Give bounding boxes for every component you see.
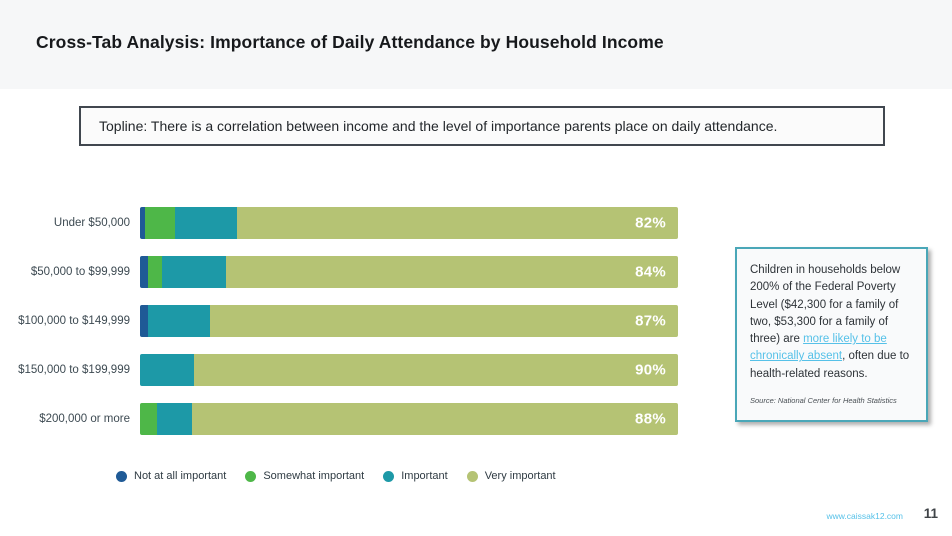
stacked-bar: 90%: [140, 354, 678, 386]
page-title: Cross-Tab Analysis: Importance of Daily …: [36, 32, 664, 52]
segment-important: [140, 354, 194, 386]
legend-item-important: Important: [383, 470, 448, 482]
category-label: $100,000 to $149,999: [18, 315, 130, 327]
legend-item-not-at-all-important: Not at all important: [116, 470, 226, 482]
segment-important: [148, 305, 210, 337]
segment-not-at-all-important: [140, 305, 149, 337]
footer-website-link[interactable]: www.caissak12.com: [826, 511, 903, 521]
stacked-bar: 87%: [140, 305, 678, 337]
callout-text: Children in households below 200% of the…: [750, 262, 913, 383]
page-number: 11: [923, 506, 938, 521]
segment-very-important: 90%: [193, 354, 678, 386]
segment-important: [161, 256, 227, 288]
chart-row: $200,000 or more 88%: [0, 403, 680, 435]
stacked-bar: 84%: [140, 256, 678, 288]
callout-source: Source: National Center for Health Stati…: [750, 395, 897, 405]
bar-value-label: 82%: [635, 214, 666, 232]
segment-not-at-all-important: [140, 256, 149, 288]
legend-item-very-important: Very important: [466, 470, 556, 482]
legend-item-somewhat-important: Somewhat important: [245, 470, 364, 482]
chart-row: $100,000 to $149,999 87%: [0, 305, 680, 337]
header-band: [0, 0, 952, 89]
legend-dot-icon: [116, 470, 127, 482]
segment-important: [174, 207, 237, 239]
legend-label: Important: [401, 470, 448, 482]
bar-value-label: 90%: [635, 361, 666, 379]
category-label: Under $50,000: [53, 217, 130, 229]
segment-important: [156, 403, 193, 435]
category-label: $150,000 to $199,999: [18, 364, 130, 376]
bar-value-label: 84%: [635, 263, 666, 281]
segment-somewhat-important: [148, 256, 162, 288]
bar-value-label: 88%: [635, 410, 666, 428]
chart-rows: Under $50,000 82% $50,000 to $99,999 84% $10…: [0, 207, 680, 435]
legend-label: Very important: [484, 470, 556, 482]
callout-box: Children in households below 200% of the…: [735, 247, 928, 422]
topline-text: Topline: There is a correlation between …: [99, 118, 778, 134]
stacked-bar-chart: Under $50,000 82% $50,000 to $99,999 84% $10…: [0, 207, 680, 452]
legend-dot-icon: [245, 470, 257, 482]
segment-very-important: 87%: [209, 305, 678, 337]
legend-dot-icon: [383, 470, 395, 482]
segment-not-at-all-important: [140, 207, 146, 239]
legend-label: Somewhat important: [263, 470, 365, 482]
topline-box: Topline: There is a correlation between …: [79, 106, 885, 146]
stacked-bar: 82%: [140, 207, 678, 239]
chart-row: $50,000 to $99,999 84%: [0, 256, 680, 288]
callout-text-after: , often due to health-related reasons.: [750, 350, 910, 380]
bar-value-label: 87%: [635, 312, 666, 330]
callout-link[interactable]: more likely to be chronically absent: [750, 333, 887, 363]
segment-very-important: 84%: [226, 256, 678, 288]
segment-somewhat-important: [140, 403, 157, 435]
chart-row: $150,000 to $199,999 90%: [0, 354, 680, 386]
category-label: $200,000 or more: [39, 413, 130, 425]
chart-legend: Not at all important Somewhat important Im…: [116, 470, 556, 482]
legend-dot-icon: [466, 470, 478, 482]
segment-very-important: 82%: [236, 207, 678, 239]
segment-very-important: 88%: [192, 403, 678, 435]
callout-text-before: Children in households below 200% of the…: [750, 264, 901, 345]
stacked-bar: 88%: [140, 403, 678, 435]
legend-label: Not at all important: [134, 470, 227, 482]
chart-row: Under $50,000 82%: [0, 207, 680, 239]
category-label: $50,000 to $99,999: [30, 266, 130, 278]
segment-somewhat-important: [145, 207, 175, 239]
